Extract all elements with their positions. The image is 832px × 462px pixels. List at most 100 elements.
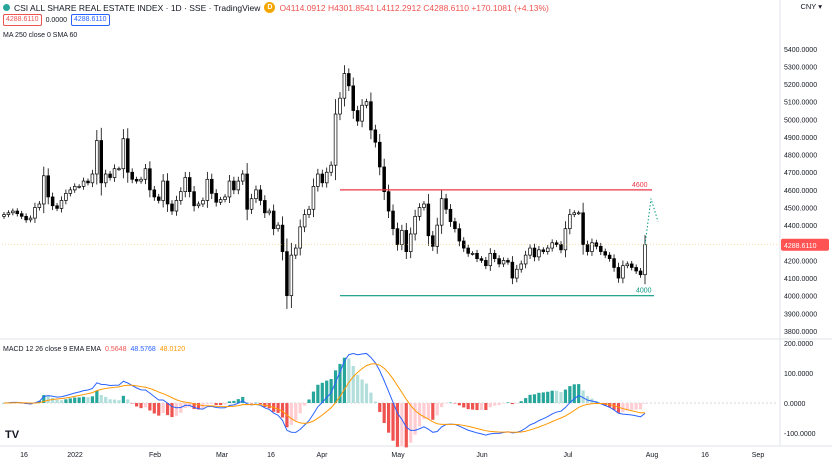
macd-tick-label: 200.0000	[784, 341, 813, 348]
macd-histogram-bar	[488, 403, 492, 408]
candle	[285, 251, 289, 297]
candle	[134, 178, 139, 182]
candle	[170, 203, 174, 212]
price-tick-label: 4900.0000	[784, 135, 817, 142]
candle	[408, 233, 413, 252]
candle	[81, 180, 86, 187]
macd-histogram-bar	[470, 403, 475, 410]
candle	[55, 205, 59, 209]
macd-histogram-bar	[422, 403, 426, 420]
macd-histogram-bar	[236, 399, 240, 403]
macd-histogram-bar	[298, 403, 302, 414]
candle	[28, 217, 33, 221]
candle	[519, 263, 523, 270]
macd-histogram-bar	[165, 403, 170, 416]
macd-histogram-bar	[95, 390, 99, 403]
macd-line-value: 48.5768	[130, 346, 156, 353]
candle	[541, 249, 546, 252]
macd-histogram-bar	[37, 400, 41, 403]
macd-legend-name: MACD 12 26 close 9 EMA EMA	[3, 346, 102, 353]
macd-histogram-bar	[608, 403, 612, 408]
candle	[581, 212, 585, 245]
candle	[612, 258, 616, 268]
candle	[373, 129, 378, 143]
macd-legend[interactable]: MACD 12 26 close 9 EMA EMA 0.5648 48.576…	[3, 346, 185, 353]
candle	[187, 177, 192, 192]
spread-value: 0.0000	[45, 16, 67, 24]
candle	[621, 265, 625, 279]
candle	[603, 251, 607, 256]
price-tick-label: 4400.0000	[784, 223, 817, 230]
candle	[550, 242, 554, 249]
macd-histogram-bar	[219, 403, 223, 406]
candle	[554, 242, 559, 245]
candle	[466, 247, 470, 254]
indicator-legend[interactable]: MA 250 close 0 SMA 60	[3, 32, 78, 39]
macd-histogram-bar	[462, 403, 466, 408]
macd-signal-value: 48.0120	[159, 346, 186, 353]
buy-button[interactable]: 4288.6110	[71, 14, 110, 26]
macd-histogram-bar	[86, 397, 90, 403]
candle	[629, 263, 634, 268]
candle	[510, 261, 515, 279]
macd-histogram-bar	[475, 403, 479, 411]
macd-histogram-bar	[307, 399, 311, 403]
macd-histogram-bar	[223, 403, 227, 405]
price-tick-label: 5200.0000	[784, 82, 817, 89]
candle	[210, 178, 214, 194]
candle	[360, 104, 364, 122]
candle	[532, 247, 537, 258]
macd-tick-label: 0.0000	[784, 401, 806, 408]
sell-button[interactable]: 4288.6110	[3, 14, 42, 26]
candle	[218, 199, 223, 203]
candle	[271, 210, 276, 230]
tradingview-logo: TV	[5, 429, 20, 441]
candle	[439, 198, 444, 226]
macd-histogram-bar	[241, 396, 245, 403]
candle	[72, 186, 77, 191]
macd-histogram-bar	[625, 403, 629, 411]
macd-histogram-bar	[404, 403, 408, 448]
macd-histogram-bar	[249, 403, 254, 404]
candle	[448, 208, 453, 222]
time-tick-label: Sep	[752, 452, 765, 459]
macd-histogram-bar	[68, 398, 72, 403]
candle	[625, 263, 630, 267]
macd-histogram-bar	[563, 389, 568, 403]
macd-histogram-bar	[577, 384, 581, 403]
candle	[126, 138, 130, 173]
macd-histogram-bar	[409, 403, 413, 443]
macd-histogram-bar	[232, 400, 236, 403]
candle	[298, 226, 302, 249]
macd-histogram-bar	[347, 358, 351, 403]
macd-histogram-bar	[90, 396, 95, 403]
candle	[6, 212, 11, 215]
macd-hist-value: 0.5648	[105, 346, 127, 353]
macd-histogram-bar	[364, 383, 369, 403]
macd-histogram-bar	[506, 402, 510, 403]
candle	[537, 249, 541, 258]
candle	[42, 175, 46, 205]
macd-histogram-bar	[612, 403, 616, 410]
currency-selector[interactable]: CNY ▾	[800, 2, 822, 11]
data-vendor-icon[interactable]: D	[264, 2, 276, 13]
macd-histogram-bar	[643, 403, 647, 404]
macd-histogram-bar	[161, 403, 165, 414]
macd-histogram-bar	[524, 398, 528, 403]
candle	[342, 73, 347, 99]
candle	[263, 200, 267, 214]
symbol-title[interactable]: CSI ALL SHARE REAL ESTATE INDEX · 1D · S…	[14, 2, 261, 13]
time-tick-label: Aug	[646, 452, 659, 459]
candle	[77, 186, 81, 188]
candle	[453, 221, 457, 230]
candle	[457, 228, 462, 242]
candle	[576, 212, 581, 215]
candle	[37, 203, 42, 208]
candle	[417, 207, 422, 217]
candle	[86, 180, 90, 184]
candle	[475, 253, 479, 260]
price-tick-label: 5000.0000	[784, 117, 817, 124]
candle	[391, 210, 395, 230]
